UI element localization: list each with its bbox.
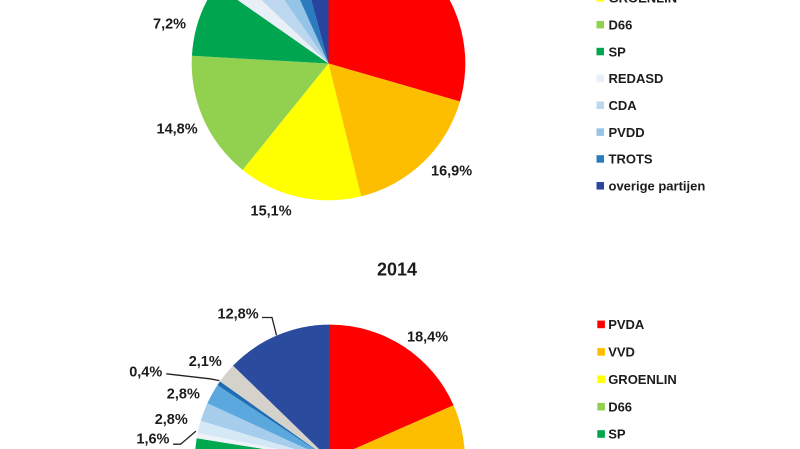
svg-text:GROENLIN: GROENLIN [608, 372, 677, 387]
svg-text:PVDA: PVDA [608, 317, 645, 332]
svg-text:SP: SP [608, 427, 626, 442]
svg-text:15,1%: 15,1% [251, 204, 292, 220]
svg-text:2,1%: 2,1% [189, 354, 222, 370]
svg-text:7,2%: 7,2% [153, 17, 186, 33]
svg-text:2014: 2014 [377, 260, 417, 280]
svg-text:PVDD: PVDD [609, 125, 645, 140]
svg-text:D66: D66 [609, 17, 633, 32]
svg-text:REDASD: REDASD [609, 71, 664, 86]
svg-text:TROTS: TROTS [609, 152, 653, 167]
svg-text:16,9%: 16,9% [431, 164, 472, 180]
svg-text:18,4%: 18,4% [407, 330, 448, 346]
svg-text:VVD: VVD [608, 345, 635, 360]
svg-text:2,8%: 2,8% [167, 387, 200, 403]
svg-text:14,8%: 14,8% [157, 122, 198, 138]
svg-text:2,8%: 2,8% [155, 412, 188, 428]
svg-text:D66: D66 [608, 399, 632, 414]
svg-text:SP: SP [609, 44, 627, 59]
svg-text:GROENLIN: GROENLIN [609, 0, 678, 6]
svg-text:CDA: CDA [609, 98, 638, 113]
svg-text:12,8%: 12,8% [218, 306, 259, 322]
svg-text:1,6%: 1,6% [136, 432, 169, 448]
svg-text:overige partijen: overige partijen [609, 179, 706, 194]
svg-text:0,4%: 0,4% [129, 365, 162, 381]
